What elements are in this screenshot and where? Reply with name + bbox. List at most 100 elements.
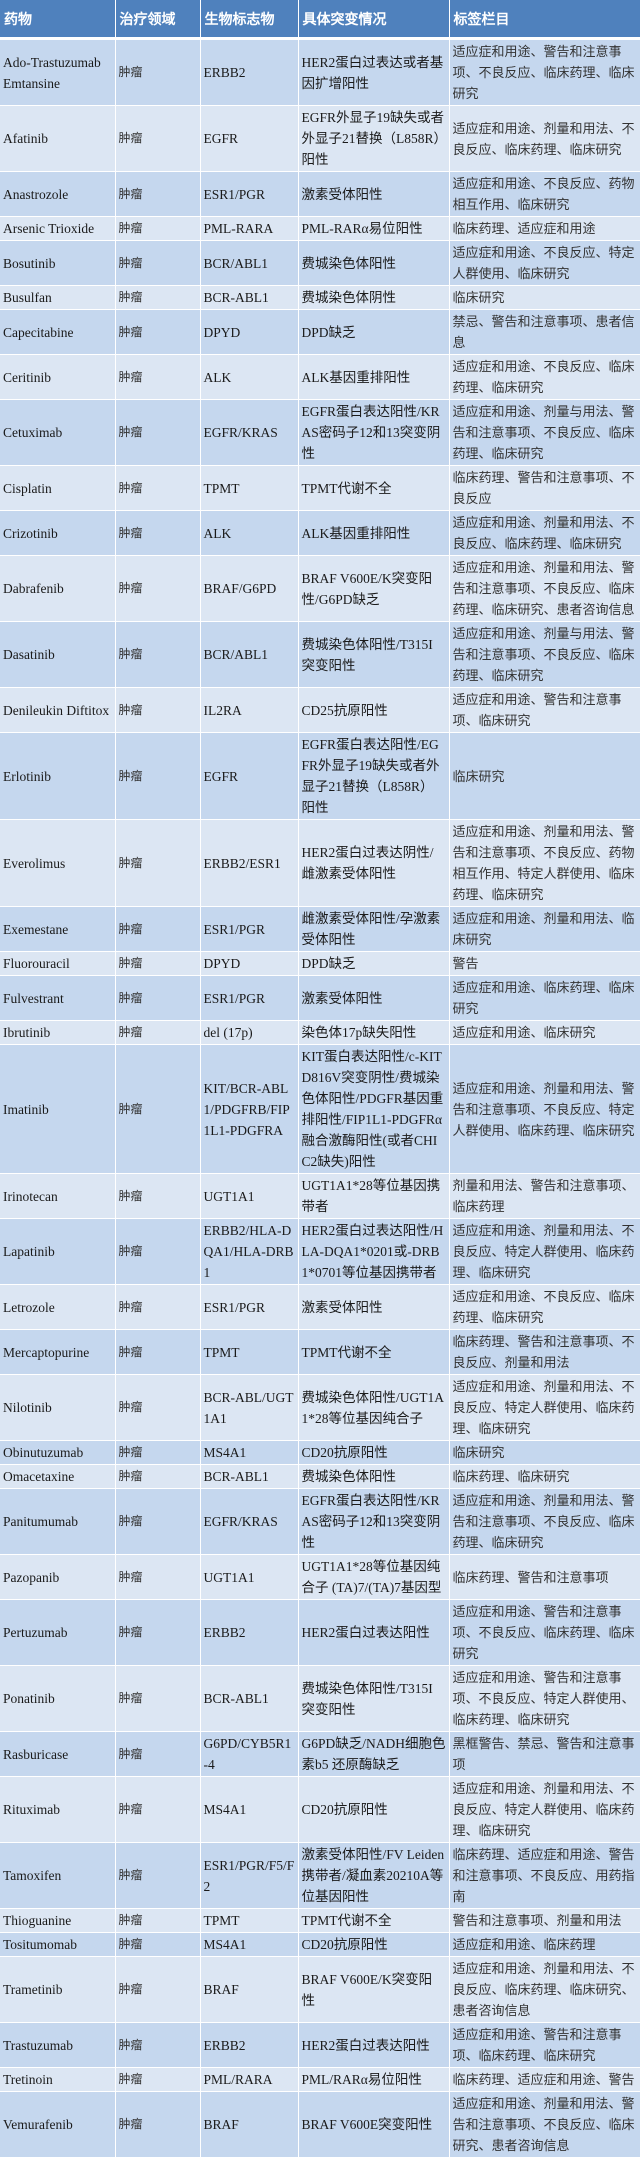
cell-label-sections: 临床药理、临床研究	[449, 1464, 640, 1489]
cell-label-sections: 适应症和用途、警告和注意事项、不良反应、特定人群使用、临床药理、临床研究	[449, 1665, 640, 1732]
cell-drug: Trametinib	[0, 1956, 116, 2023]
cell-drug: Trastuzumab	[0, 2022, 116, 2068]
table-row: Pazopanib 肿瘤 UGT1A1 UGT1A1*28等位基因纯合子 (TA)7/…	[0, 1554, 640, 1600]
cell-therapeutic-area: 肿瘤	[115, 1554, 201, 1600]
cell-mutation-detail: G6PD缺乏/NADH细胞色素b5 还原酶缺乏	[298, 1731, 450, 1777]
cell-drug: Mercaptopurine	[0, 1329, 116, 1375]
cell-label-sections: 临床药理、适应症和用途、警告和注意事项、不良反应、用药指南	[449, 1842, 640, 1909]
cell-label-sections: 适应症和用途、剂量与用法、警告和注意事项、不良反应、临床药理、临床研究	[449, 621, 640, 688]
cell-therapeutic-area: 肿瘤	[115, 1440, 201, 1465]
cell-therapeutic-area: 肿瘤	[115, 975, 201, 1021]
table-row: Tretinoin 肿瘤 PML/RARA PML/RARα易位阳性 临床药理、适应症和…	[0, 2067, 640, 2092]
header-biomarker: 生物标志物	[200, 0, 299, 40]
table-row: Exemestane 肿瘤 ESR1/PGR 雌激素受体阳性/孕激素受体阳性 适应症和用…	[0, 906, 640, 952]
cell-therapeutic-area: 肿瘤	[115, 399, 201, 466]
cell-label-sections: 适应症和用途、临床药理、临床研究	[449, 975, 640, 1021]
cell-biomarker: BRAF	[200, 2091, 299, 2158]
cell-mutation-detail: HER2蛋白过表达阳性/HLA-DQA1*0201或-DRB1*0701等位基因…	[298, 1218, 450, 1285]
cell-drug: Rasburicase	[0, 1731, 116, 1777]
cell-drug: Tamoxifen	[0, 1842, 116, 1909]
cell-therapeutic-area: 肿瘤	[115, 1842, 201, 1909]
cell-drug: Ado-Trastuzumab Emtansine	[0, 38, 116, 106]
table-row: Ado-Trastuzumab Emtansine 肿瘤 ERBB2 HER2蛋白过表…	[0, 38, 640, 106]
cell-biomarker: ALK	[200, 510, 299, 556]
cell-therapeutic-area: 肿瘤	[115, 2022, 201, 2068]
cell-drug: Pazopanib	[0, 1554, 116, 1600]
cell-biomarker: UGT1A1	[200, 1173, 299, 1219]
table-row: Dasatinib 肿瘤 BCR/ABL1 费城染色体阳性/T315I突变阳性 适应症和…	[0, 621, 640, 688]
table-row: Tositumomab 肿瘤 MS4A1 CD20抗原阳性 适应症和用途、临床药理	[0, 1932, 640, 1957]
cell-therapeutic-area: 肿瘤	[115, 1488, 201, 1555]
cell-mutation-detail: EGFR蛋白表达阳性/KRAS密码子12和13突变阴性	[298, 1488, 450, 1555]
cell-therapeutic-area: 肿瘤	[115, 951, 201, 976]
cell-biomarker: BCR-ABL/UGT1A1	[200, 1374, 299, 1441]
cell-biomarker: DPYD	[200, 309, 299, 355]
cell-mutation-detail: UGT1A1*28等位基因携带者	[298, 1173, 450, 1219]
cell-biomarker: ESR1/PGR	[200, 1284, 299, 1330]
cell-drug: Nilotinib	[0, 1374, 116, 1441]
cell-mutation-detail: DPD缺乏	[298, 951, 450, 976]
cell-therapeutic-area: 肿瘤	[115, 1464, 201, 1489]
table-row: Pertuzumab 肿瘤 ERBB2 HER2蛋白过表达阳性 适应症和用途、警告和注意…	[0, 1599, 640, 1666]
table-row: Trastuzumab 肿瘤 ERBB2 HER2蛋白过表达阳性 适应症和用途、警告和注…	[0, 2022, 640, 2068]
cell-drug: Capecitabine	[0, 309, 116, 355]
cell-drug: Panitumumab	[0, 1488, 116, 1555]
cell-mutation-detail: EGFR蛋白表达阳性/EGFR外显子19缺失或者外显子21替换（L858R）阳性	[298, 732, 450, 820]
cell-mutation-detail: CD25抗原阳性	[298, 687, 450, 733]
cell-therapeutic-area: 肿瘤	[115, 1218, 201, 1285]
cell-drug: Crizotinib	[0, 510, 116, 556]
cell-biomarker: BRAF	[200, 1956, 299, 2023]
header-mutation-detail: 具体突变情况	[298, 0, 450, 40]
cell-therapeutic-area: 肿瘤	[115, 2067, 201, 2092]
cell-drug: Anastrozole	[0, 171, 116, 217]
cell-mutation-detail: PML/RARα易位阳性	[298, 2067, 450, 2092]
cell-label-sections: 适应症和用途、警告和注意事项、临床研究	[449, 687, 640, 733]
cell-therapeutic-area: 肿瘤	[115, 1374, 201, 1441]
table-row: Capecitabine 肿瘤 DPYD DPD缺乏 禁忌、警告和注意事项、患者信息	[0, 309, 640, 355]
cell-mutation-detail: CD20抗原阳性	[298, 1440, 450, 1465]
cell-mutation-detail: HER2蛋白过表达阳性	[298, 1599, 450, 1666]
cell-mutation-detail: HER2蛋白过表达阴性/雌激素受体阳性	[298, 819, 450, 907]
cell-mutation-detail: 费城染色体阳性	[298, 240, 450, 286]
cell-mutation-detail: 费城染色体阳性/UGT1A1*28等位基因纯合子	[298, 1374, 450, 1441]
cell-biomarker: del (17p)	[200, 1020, 299, 1045]
table-row: Omacetaxine 肿瘤 BCR-ABL1 费城染色体阳性 临床药理、临床研究	[0, 1464, 640, 1489]
cell-mutation-detail: ALK基因重排阳性	[298, 510, 450, 556]
cell-drug: Obinutuzumab	[0, 1440, 116, 1465]
cell-drug: Cisplatin	[0, 465, 116, 511]
table-row: Trametinib 肿瘤 BRAF BRAF V600E/K突变阳性 适应症和用途、剂…	[0, 1956, 640, 2023]
cell-therapeutic-area: 肿瘤	[115, 285, 201, 310]
cell-mutation-detail: 激素受体阳性	[298, 975, 450, 1021]
cell-label-sections: 临床药理、警告和注意事项	[449, 1554, 640, 1600]
cell-therapeutic-area: 肿瘤	[115, 1731, 201, 1777]
cell-mutation-detail: EGFR蛋白表达阳性/KRAS密码子12和13突变阴性	[298, 399, 450, 466]
table-row: Irinotecan 肿瘤 UGT1A1 UGT1A1*28等位基因携带者 剂量和用法、…	[0, 1173, 640, 1219]
cell-label-sections: 临床研究	[449, 1440, 640, 1465]
table-row: Panitumumab 肿瘤 EGFR/KRAS EGFR蛋白表达阳性/KRAS密码子…	[0, 1488, 640, 1555]
cell-label-sections: 适应症和用途、剂量和用法、不良反应、特定人群使用、临床药理、临床研究	[449, 1374, 640, 1441]
cell-mutation-detail: KIT蛋白表达阳性/c-KIT D816V突变阴性/费城染色体阳性/PDGFR基…	[298, 1044, 450, 1174]
cell-drug: Imatinib	[0, 1044, 116, 1174]
cell-mutation-detail: TPMT代谢不全	[298, 1329, 450, 1375]
cell-mutation-detail: 染色体17p缺失阳性	[298, 1020, 450, 1045]
cell-biomarker: EGFR	[200, 105, 299, 172]
cell-biomarker: BCR-ABL1	[200, 285, 299, 310]
cell-label-sections: 适应症和用途、剂量和用法、不良反应、临床药理、临床研究	[449, 510, 640, 556]
cell-therapeutic-area: 肿瘤	[115, 555, 201, 622]
cell-therapeutic-area: 肿瘤	[115, 240, 201, 286]
cell-mutation-detail: 费城染色体阴性	[298, 285, 450, 310]
cell-drug: Fulvestrant	[0, 975, 116, 1021]
cell-drug: Pertuzumab	[0, 1599, 116, 1666]
cell-label-sections: 适应症和用途、不良反应、特定人群使用、临床研究	[449, 240, 640, 286]
cell-label-sections: 临床药理、警告和注意事项、不良反应、剂量和用法	[449, 1329, 640, 1375]
cell-drug: Tretinoin	[0, 2067, 116, 2092]
cell-biomarker: TPMT	[200, 1329, 299, 1375]
cell-therapeutic-area: 肿瘤	[115, 1284, 201, 1330]
table-row: Rituximab 肿瘤 MS4A1 CD20抗原阳性 适应症和用途、剂量和用法、不良反…	[0, 1776, 640, 1843]
table-row: Thioguanine 肿瘤 TPMT TPMT代谢不全 警告和注意事项、剂量和用法	[0, 1908, 640, 1933]
cell-biomarker: BRAF/G6PD	[200, 555, 299, 622]
table-row: Afatinib 肿瘤 EGFR EGFR外显子19缺失或者外显子21替换（L858R…	[0, 105, 640, 172]
cell-label-sections: 临床研究	[449, 285, 640, 310]
cell-biomarker: ESR1/PGR/F5/F2	[200, 1842, 299, 1909]
cell-label-sections: 适应症和用途、剂量和用法、临床研究	[449, 906, 640, 952]
